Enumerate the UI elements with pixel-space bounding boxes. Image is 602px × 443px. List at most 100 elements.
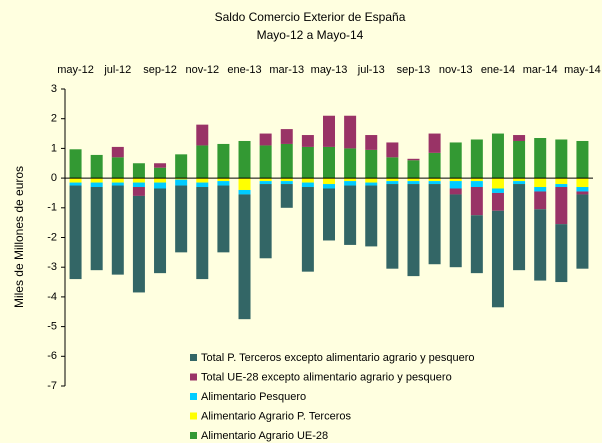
legend-label: Alimentario Agrario UE-28	[201, 430, 328, 442]
y-tick-label: -6	[47, 350, 57, 362]
bar-segment	[280, 181, 293, 185]
bar-segment	[238, 178, 251, 190]
bar-segment	[111, 182, 124, 186]
x-tick-label: may-13	[311, 64, 348, 76]
bar-segment	[428, 178, 441, 182]
bar-segment	[344, 115, 357, 149]
bar-segment	[576, 191, 589, 195]
bar-segment	[555, 184, 568, 188]
bar-segment	[449, 188, 462, 195]
bar-segment	[323, 178, 335, 185]
y-tick-label: 2	[51, 113, 57, 125]
bar-segment	[407, 160, 420, 179]
bar-segment	[132, 178, 145, 183]
bar-segment	[513, 184, 526, 271]
y-tick-label: 0	[51, 172, 57, 184]
bar-segment	[534, 191, 547, 210]
bar-segment	[449, 178, 462, 182]
bar-segment	[491, 210, 504, 308]
bar-segment	[428, 181, 441, 185]
legend-label: Alimentario Agrario P. Terceros	[201, 410, 351, 422]
bar-segment	[365, 185, 378, 247]
bar-segment	[238, 140, 251, 179]
x-tick-label: sep-12	[143, 64, 177, 76]
bar-segment	[386, 157, 399, 179]
x-tick-label: nov-13	[439, 64, 473, 76]
bar-segment	[407, 181, 420, 185]
y-tick-label: -5	[47, 321, 57, 333]
x-tick-label: may-12	[57, 64, 94, 76]
y-tick-label: -4	[47, 291, 57, 303]
y-axis-label: Miles de Millones de euros	[12, 166, 26, 308]
x-tick-label: mar-13	[269, 64, 304, 76]
bar-segment	[132, 187, 145, 196]
bar-segment	[196, 178, 209, 183]
bar-segment	[491, 188, 504, 193]
bar-segment	[111, 157, 124, 179]
bar-segment	[154, 182, 167, 189]
x-tick-label: ene-14	[481, 64, 515, 76]
bar-segment	[196, 182, 209, 188]
bar-segment	[301, 146, 314, 179]
bar-segment	[449, 194, 462, 268]
bar-segment	[344, 185, 357, 245]
legend-label: Total UE-28 excepto alimentario agrario …	[201, 371, 452, 383]
bar-segment	[196, 124, 209, 146]
bar-segment	[259, 184, 272, 259]
bar-segment	[154, 188, 167, 274]
bar-segment	[69, 185, 82, 280]
y-tick-label: -2	[47, 231, 57, 243]
bar-segment	[301, 178, 314, 183]
bar-segment	[555, 224, 568, 283]
x-tick-label: jul-12	[103, 64, 131, 76]
bar-segment	[470, 181, 483, 188]
bar-segment	[491, 133, 504, 179]
bar-segment	[175, 179, 188, 186]
bar-segment	[386, 184, 399, 269]
bar-segment	[534, 209, 547, 281]
chart-subtitle: Mayo-12 a Mayo-14	[257, 28, 364, 42]
bar-segment	[111, 185, 124, 275]
bar-segment	[449, 142, 462, 179]
bar-segment	[217, 185, 230, 253]
x-tick-label: nov-12	[185, 64, 219, 76]
bar-segment	[111, 178, 124, 183]
legend-swatch	[190, 412, 197, 420]
bar-segment	[280, 184, 293, 208]
bar-segment	[259, 133, 272, 146]
bar-segment	[428, 133, 441, 153]
bar-segment	[196, 145, 209, 179]
bar-segment	[196, 187, 209, 280]
bar-segment	[407, 178, 420, 182]
bar-segment	[576, 194, 589, 269]
y-tick-label: 3	[51, 83, 57, 95]
bar-segment	[132, 182, 145, 188]
legend-label: Total P. Terceros excepto alimentario ag…	[201, 352, 475, 364]
bar-segment	[323, 184, 335, 189]
bar-segment	[513, 135, 526, 141]
bar-segment	[491, 192, 504, 211]
bar-segment	[217, 178, 230, 182]
bar-segment	[555, 187, 568, 225]
bar-segment	[175, 178, 188, 180]
bar-segment	[344, 181, 357, 186]
bar-segment	[576, 140, 589, 179]
bar-segment	[154, 163, 167, 168]
legend-label: Alimentario Pesquero	[201, 391, 306, 403]
bar-segment	[576, 187, 589, 192]
bar-segment	[111, 146, 124, 158]
legend-swatch	[190, 354, 197, 361]
bar-segment	[154, 167, 167, 179]
bar-segment	[344, 148, 357, 179]
y-tick-label: -3	[47, 261, 57, 273]
bar-segment	[259, 181, 272, 185]
bar-segment	[470, 187, 483, 216]
bar-segment	[513, 140, 526, 179]
bar-segment	[365, 182, 378, 186]
bar-segment	[513, 181, 526, 185]
bar-segment	[428, 184, 441, 265]
x-tick-label: jul-13	[357, 64, 385, 76]
x-tick-label: ene-13	[227, 64, 261, 76]
